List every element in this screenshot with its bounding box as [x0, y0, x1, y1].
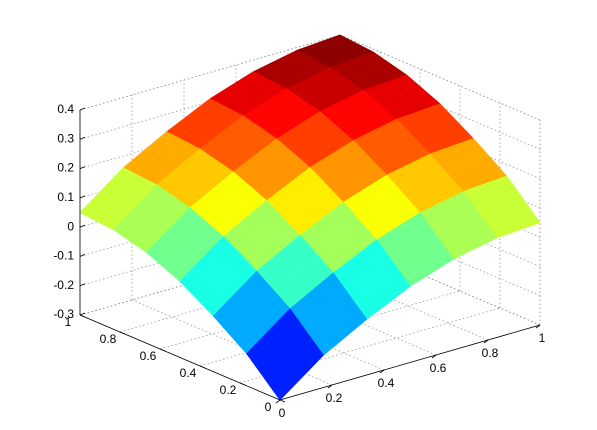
z-tick-label: 0.3	[57, 131, 74, 145]
grid-line	[79, 239, 341, 316]
tick-mark	[199, 365, 206, 369]
tick-mark	[79, 254, 86, 257]
x-tick-label: 0.6	[430, 361, 447, 375]
tick-mark	[79, 195, 86, 199]
z-tick-label: -0.3	[53, 307, 74, 321]
tick-mark	[483, 339, 489, 344]
tick-mark	[239, 382, 246, 386]
x-tick-label: 0.2	[326, 391, 343, 405]
x-axis	[279, 324, 541, 401]
tick-mark	[79, 224, 86, 228]
z-tick-label: -0.1	[53, 249, 74, 263]
tick-mark	[79, 312, 86, 316]
x-tick-label: 0	[279, 406, 286, 420]
tick-mark	[79, 107, 86, 111]
y-tick-label: 0.8	[100, 332, 117, 346]
tick-mark	[159, 348, 166, 352]
tick-mark	[379, 369, 385, 374]
tick-mark	[279, 399, 286, 403]
y-tick-label: 1	[65, 315, 72, 329]
y-tick-label: 0.6	[140, 349, 157, 363]
tick-mark	[275, 399, 281, 404]
tick-mark	[327, 384, 333, 389]
tick-mark	[79, 136, 86, 140]
z-tick-label: 0.2	[57, 161, 74, 175]
tick-mark	[535, 324, 541, 329]
tick-mark	[79, 283, 86, 287]
tick-mark	[79, 166, 86, 169]
surface-patch	[246, 308, 324, 401]
grid-line	[79, 210, 341, 287]
z-tick-label: 0	[67, 219, 74, 233]
y-tick-label: 0.2	[220, 383, 237, 397]
y-tick-label: 0	[265, 400, 272, 414]
y-axis	[79, 314, 281, 401]
x-tick-label: 1	[539, 331, 546, 345]
tick-mark	[79, 314, 86, 318]
x-tick-label: 0.4	[378, 376, 395, 390]
y-tick-label: 0.4	[180, 366, 197, 380]
grid-line	[79, 93, 341, 169]
grid-line	[79, 34, 341, 111]
grid-line	[79, 181, 341, 257]
grid-line	[79, 63, 341, 140]
grid-line	[199, 290, 461, 367]
grid-line	[159, 273, 421, 350]
tick-mark	[119, 331, 126, 335]
grid-line	[119, 256, 381, 333]
tick-mark	[431, 354, 437, 359]
z-tick-label: -0.2	[53, 278, 74, 292]
grid-line	[339, 34, 541, 121]
x-tick-label: 0.8	[482, 346, 499, 360]
z-tick-label: 0.4	[57, 102, 74, 116]
z-tick-label: 0.1	[57, 190, 74, 204]
